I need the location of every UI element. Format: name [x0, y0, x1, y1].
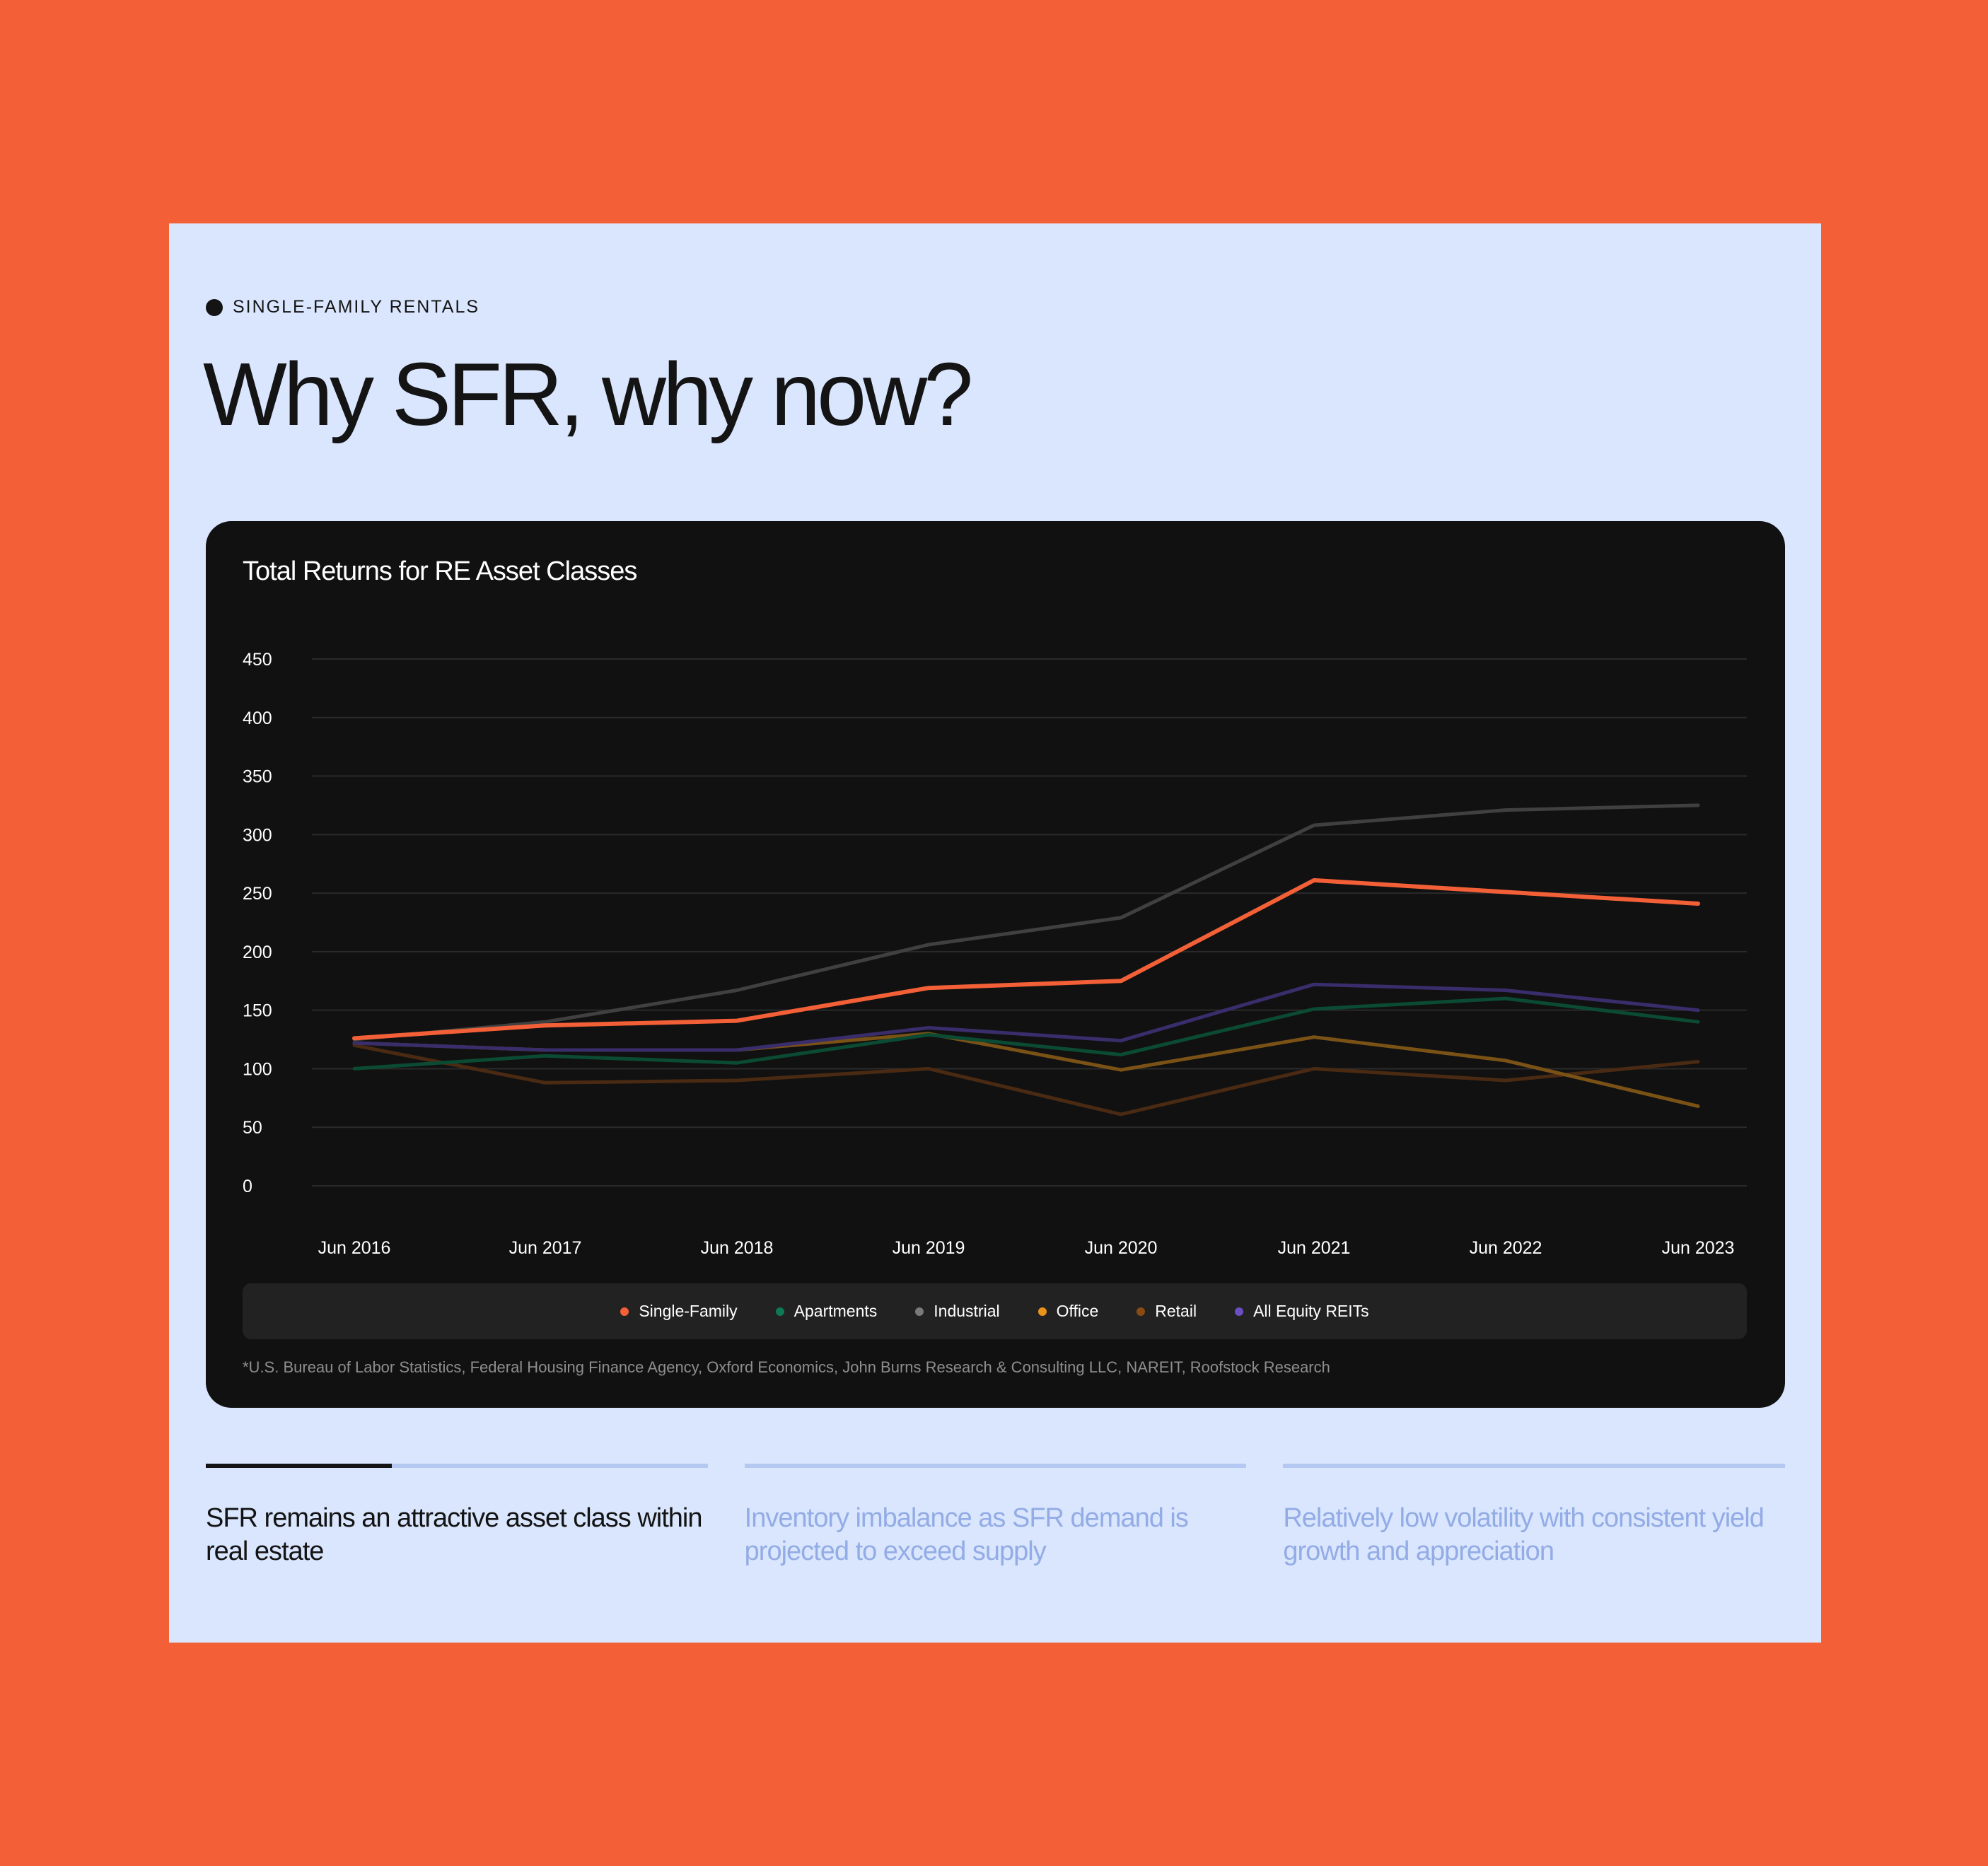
feature-progress-track [206, 1464, 708, 1468]
feature-item-inventory-imbalance[interactable]: Inventory imbalance as SFR demand is pro… [744, 1464, 1247, 1568]
y-tick-label: 50 [243, 1118, 262, 1138]
x-tick-label: Jun 2023 [1662, 1238, 1735, 1258]
legend-dot-icon [620, 1307, 629, 1316]
legend-dot-icon [775, 1307, 784, 1316]
feature-text: Relatively low volatility with consisten… [1283, 1503, 1765, 1566]
content-panel: SINGLE-FAMILY RENTALS Why SFR, why now? … [169, 223, 1821, 1643]
feature-text: Inventory imbalance as SFR demand is pro… [744, 1503, 1189, 1566]
y-tick-label: 100 [243, 1059, 272, 1079]
legend-item-office[interactable]: Office [1037, 1302, 1099, 1321]
y-tick-label: 250 [243, 884, 272, 904]
y-tick-label: 300 [243, 825, 272, 845]
legend-dot-icon [915, 1307, 924, 1316]
x-tick-label: Jun 2019 [893, 1238, 965, 1258]
x-tick-label: Jun 2016 [318, 1238, 391, 1258]
legend-item-single-family[interactable]: Single-Family [620, 1302, 738, 1321]
x-tick-label: Jun 2017 [509, 1238, 582, 1258]
line-chart: 0 50 100 150 200 250 300 350 400 450 Jun 2016 Jun 2… [243, 650, 1747, 1258]
feature-progress-fill [206, 1464, 392, 1468]
feature-progress-track [1283, 1464, 1786, 1468]
y-tick-label: 200 [243, 943, 272, 962]
y-tick-label: 0 [243, 1177, 252, 1196]
feature-list: SFR remains an attractive asset class wi… [206, 1464, 1786, 1568]
y-tick-label: 450 [243, 650, 272, 670]
series-line-industrial [352, 803, 1700, 1042]
legend-dot-icon [1037, 1307, 1047, 1316]
series-line-all-equity-reits [352, 982, 1700, 1052]
feature-text: SFR remains an attractive asset class wi… [206, 1503, 702, 1566]
series-line-retail [352, 1043, 1700, 1116]
legend-label: All Equity REITs [1253, 1302, 1369, 1320]
legend-dot-icon [1137, 1307, 1146, 1316]
y-tick-label: 400 [243, 709, 272, 728]
page-title: Why SFR, why now? [203, 344, 973, 444]
source-footnote: *U.S. Bureau of Labor Statistics, Federa… [243, 1358, 1330, 1376]
legend-item-all-equity-reits[interactable]: All Equity REITs [1235, 1302, 1369, 1321]
chart-title: Total Returns for RE Asset Classes [243, 556, 637, 586]
x-tick-label: Jun 2018 [701, 1238, 774, 1258]
legend-item-industrial[interactable]: Industrial [915, 1302, 1000, 1321]
legend-item-apartments[interactable]: Apartments [775, 1302, 878, 1321]
legend-label: Apartments [794, 1302, 878, 1320]
feature-item-attractive-asset[interactable]: SFR remains an attractive asset class wi… [206, 1464, 708, 1568]
legend-item-retail[interactable]: Retail [1137, 1302, 1197, 1321]
legend-label: Single-Family [639, 1302, 738, 1320]
y-tick-label: 150 [243, 1001, 272, 1021]
y-tick-label: 350 [243, 767, 272, 787]
feature-progress-track [744, 1464, 1247, 1468]
eyebrow: SINGLE-FAMILY RENTALS [206, 297, 479, 317]
series-line-single-family [352, 877, 1700, 1041]
x-tick-label: Jun 2021 [1278, 1238, 1351, 1258]
legend-label: Office [1056, 1302, 1099, 1320]
chart-card: Total Returns for RE Asset Classes 0 50 10… [206, 521, 1785, 1408]
bullet-dot-icon [206, 298, 223, 316]
legend-label: Industrial [934, 1302, 1000, 1320]
legend-dot-icon [1235, 1307, 1244, 1316]
x-tick-label: Jun 2020 [1085, 1238, 1158, 1258]
eyebrow-label: SINGLE-FAMILY RENTALS [233, 297, 480, 317]
x-tick-label: Jun 2022 [1470, 1238, 1542, 1258]
feature-item-low-volatility[interactable]: Relatively low volatility with consisten… [1283, 1464, 1786, 1568]
chart-legend: Single-Family Apartments Industrial Office R… [243, 1283, 1747, 1339]
series-line-apartments [352, 996, 1700, 1071]
legend-label: Retail [1155, 1302, 1197, 1320]
